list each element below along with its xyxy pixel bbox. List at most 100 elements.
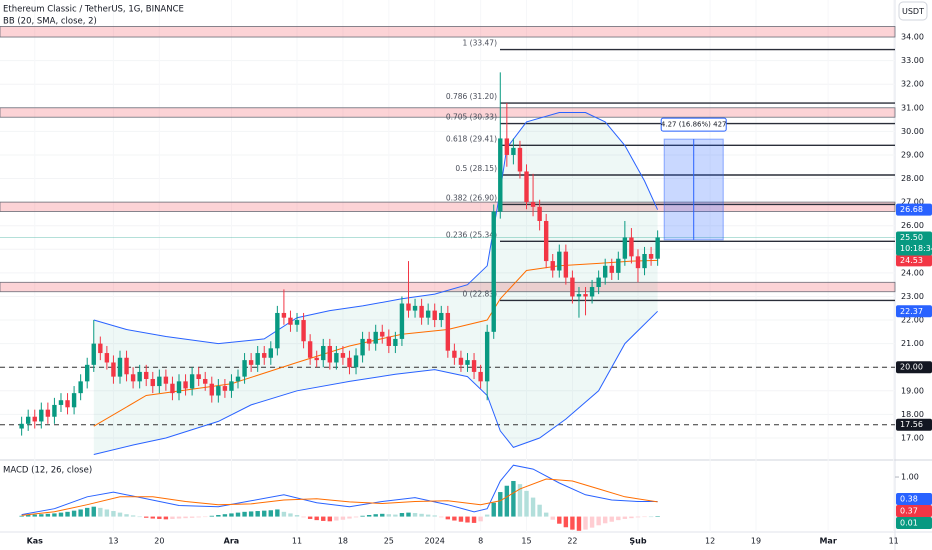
candle-body	[635, 256, 641, 269]
price-tag	[896, 418, 932, 431]
macd-histogram-bar	[439, 516, 444, 518]
price-tag	[896, 517, 932, 529]
macd-histogram-bar	[347, 516, 352, 519]
candle-body	[517, 147, 523, 172]
candle-body	[268, 348, 273, 358]
macd-histogram-bar	[498, 492, 503, 517]
currency-label[interactable]: USDT	[902, 7, 924, 16]
candle-body	[209, 383, 214, 396]
fib-label: 0.618 (29.41)	[446, 134, 497, 143]
macd-histogram-bar	[32, 514, 37, 517]
candle-body	[25, 416, 31, 424]
macd-histogram-bar	[255, 511, 260, 517]
symbol-title: Ethereum Classic / TetherUS, 1G, BINANCE	[3, 5, 184, 15]
macd-histogram-bar	[635, 516, 641, 518]
macd-histogram-bar	[117, 512, 123, 517]
candle-body	[235, 376, 241, 382]
candle-body	[222, 386, 228, 391]
price-tag-label: 24.53	[900, 256, 923, 265]
candle-body	[85, 364, 90, 382]
candle-body	[655, 237, 660, 259]
macd-histogram-bar	[570, 516, 575, 530]
currency-button[interactable]	[898, 1, 928, 21]
candle-body	[412, 305, 418, 311]
x-tick-label: Mar	[819, 537, 836, 546]
price-zone	[0, 201, 896, 212]
candle-body	[340, 353, 346, 358]
macd-histogram-bar	[78, 509, 83, 517]
macd-histogram-bar	[406, 512, 411, 517]
macd-histogram-bar	[524, 490, 529, 517]
macd-histogram-bar	[517, 484, 523, 517]
macd-histogram-bar	[327, 516, 333, 522]
macd-histogram-bar	[360, 515, 365, 517]
candle-body	[576, 294, 582, 297]
candle-body	[373, 331, 378, 344]
candle-body	[144, 371, 149, 379]
y-tick-label: 23.00	[901, 292, 924, 301]
candle-body	[452, 350, 457, 358]
macd-histogram-bar	[602, 516, 608, 524]
macd-histogram-bar	[189, 516, 195, 518]
price-tag	[896, 254, 932, 267]
macd-histogram-bar	[229, 513, 234, 517]
macd-histogram-bar	[616, 516, 621, 521]
price-zone	[0, 281, 896, 293]
y-tick-label: 17.00	[901, 433, 924, 442]
candle-body	[648, 253, 654, 259]
macd-histogram-bar	[71, 510, 77, 517]
candle-body	[380, 331, 385, 337]
macd-histogram-bar	[288, 513, 293, 517]
macd-histogram-bar	[432, 515, 437, 517]
x-tick-label: Kas	[27, 537, 44, 546]
macd-histogram-bar	[65, 511, 70, 517]
macd-histogram-bar	[39, 514, 44, 517]
macd-histogram-bar	[248, 511, 254, 517]
y-tick-label: 31.00	[901, 103, 924, 112]
macd-histogram-bar	[452, 516, 457, 521]
macd-histogram-bar	[301, 516, 306, 518]
candle-body	[563, 251, 569, 278]
candle-body	[458, 357, 464, 365]
candle-body	[170, 383, 175, 394]
candle-body	[91, 343, 96, 365]
x-tick-label: 8	[478, 537, 483, 546]
macd-histogram-bar	[58, 512, 64, 517]
candle-body	[157, 376, 162, 387]
macd-histogram-bar	[111, 511, 116, 517]
y-tick-label: 18.00	[901, 410, 924, 419]
macd-histogram-bar	[557, 516, 562, 524]
candle-body	[530, 202, 536, 207]
candle-body	[255, 353, 260, 365]
candle-body	[439, 312, 444, 321]
macd-histogram-bar	[144, 516, 149, 518]
price-tag-label: 22.37	[900, 307, 923, 316]
macd-label: MACD (12, 26, close)	[3, 466, 92, 476]
macd-histogram-bar	[209, 515, 214, 517]
macd-histogram-bar	[137, 516, 142, 518]
candle-body	[196, 374, 201, 379]
x-tick-label: Şub	[629, 537, 646, 546]
candle-body	[176, 381, 182, 394]
macd-histogram-bar	[511, 480, 516, 517]
macd-histogram-bar	[98, 507, 103, 517]
candle-body	[589, 287, 595, 297]
candle-body	[262, 353, 267, 358]
macd-histogram-bar	[216, 514, 221, 517]
indicator-label: BB (20, SMA, close, 2)	[3, 17, 97, 27]
candle-body	[189, 374, 195, 389]
price-tag-label: 25.50	[900, 233, 923, 242]
x-tick-label: 2024	[425, 537, 445, 546]
candle-body	[248, 360, 254, 365]
candle-body	[52, 404, 57, 417]
candle-body	[557, 251, 562, 271]
macd-histogram-bar	[491, 502, 496, 517]
macd-histogram-bar	[52, 513, 57, 517]
fib-label: 0 (22.83)	[463, 289, 498, 298]
candle-body	[386, 336, 392, 346]
candle-body	[124, 357, 129, 375]
price-tag-label: 20.00	[900, 363, 923, 372]
macd-tick-label: 1.00	[901, 473, 919, 482]
countdown: 10:18:34	[900, 244, 932, 253]
